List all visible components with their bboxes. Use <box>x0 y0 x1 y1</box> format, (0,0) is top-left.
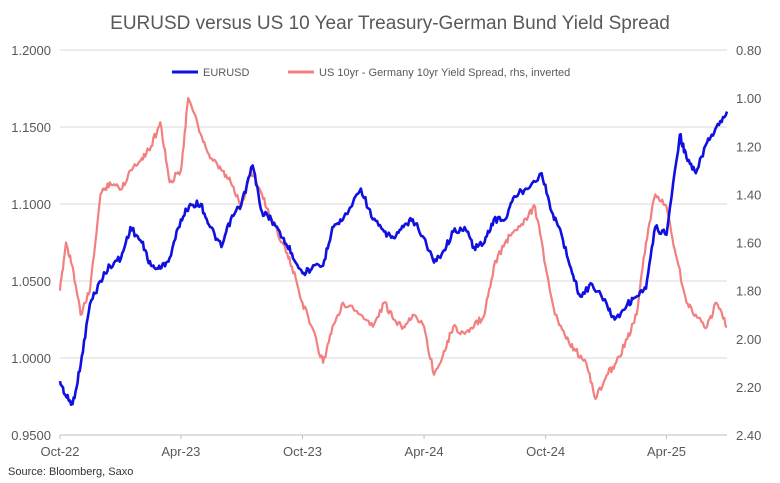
left-tick-label: 1.1500 <box>11 120 51 135</box>
right-tick-label: 1.20 <box>736 139 761 154</box>
x-tick-label: Oct-22 <box>40 444 79 459</box>
left-axis-ticks: 0.9500 1.0000 1.0500 1.1000 1.1500 1.2000 <box>11 43 51 443</box>
x-axis-ticks: Oct-22 Apr-23 Oct-23 Apr-24 Oct-24 Apr-25 <box>40 434 727 459</box>
right-tick-label: 1.60 <box>736 236 761 251</box>
legend-label-spread: US 10yr - Germany 10yr Yield Spread, rhs… <box>319 67 570 79</box>
right-axis-ticks: 0.80 1.00 1.20 1.40 1.60 1.80 2.00 2.20 2.40 <box>736 43 761 443</box>
chart-title: EURUSD versus US 10 Year Treasury-German… <box>110 13 670 34</box>
right-tick-label: 2.20 <box>736 380 761 395</box>
left-tick-label: 1.2000 <box>11 43 51 58</box>
left-tick-label: 1.0500 <box>11 274 51 289</box>
x-tick-label: Oct-23 <box>283 444 322 459</box>
series-line-eurusd <box>58 111 729 406</box>
legend-label-eurusd: EURUSD <box>203 67 250 79</box>
x-tick-label: Apr-23 <box>161 444 200 459</box>
source-note: Source: Bloomberg, Saxo <box>8 466 133 478</box>
legend: EURUSD US 10yr - Germany 10yr Yield Spre… <box>172 67 570 79</box>
right-tick-label: 2.00 <box>736 332 761 347</box>
right-tick-label: 0.80 <box>736 43 761 58</box>
x-tick-label: Apr-25 <box>647 444 686 459</box>
right-tick-label: 1.40 <box>736 187 761 202</box>
series-lines <box>58 97 729 406</box>
right-tick-label: 2.40 <box>736 428 761 443</box>
left-tick-label: 1.1000 <box>11 197 51 212</box>
right-tick-label: 1.00 <box>736 91 761 106</box>
right-tick-label: 1.80 <box>736 284 761 299</box>
gridlines <box>60 49 727 436</box>
x-tick-label: Oct-24 <box>526 444 565 459</box>
x-tick-label: Apr-24 <box>405 444 444 459</box>
left-tick-label: 1.0000 <box>11 351 51 366</box>
series-line-yield-spread <box>58 97 728 400</box>
left-tick-label: 0.9500 <box>11 428 51 443</box>
